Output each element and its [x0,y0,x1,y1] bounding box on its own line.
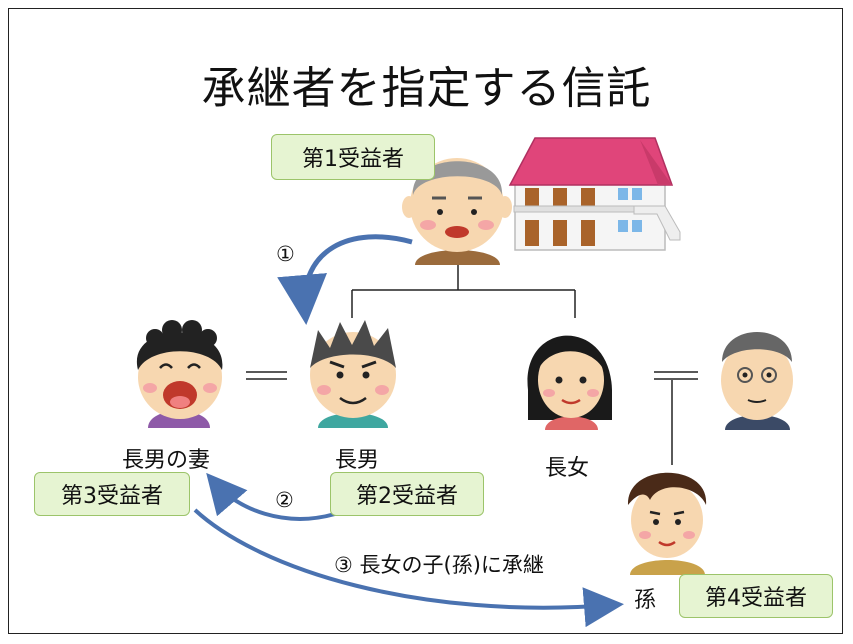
arrow-step3 [193,508,624,628]
wife-avatar [136,320,223,428]
badge-second-beneficiary: 第2受益者 [330,472,484,516]
step-2-label: ② [275,488,294,512]
eldest-daughter-avatar [527,335,612,430]
page-title: 承継者を指定する信託 [201,63,652,114]
eldest-son-avatar [310,320,396,428]
son-in-law-avatar [721,332,793,430]
grandfather-avatar [402,158,512,265]
family-tree-lines [351,262,673,465]
label-eldest-daughter: 長女 [545,456,590,481]
arrow-step1 [277,234,413,325]
slide-frame [8,8,843,634]
step-3-label: ③ 長女の子(孫)に承継 [334,553,544,577]
label-grandchild: 孫 [634,588,657,613]
badge-third-beneficiary: 第3受益者 [34,472,190,516]
grandchild-avatar [627,472,707,575]
step-1-label: ① [276,242,295,266]
marriage-line-left [246,371,287,380]
label-wife-of-eldest-son: 長男の妻 [122,448,211,473]
label-eldest-son: 長男 [335,448,380,473]
badge-first-beneficiary: 第1受益者 [271,134,435,180]
house-icon [508,137,681,251]
marriage-line-right [654,371,698,380]
badge-fourth-beneficiary: 第4受益者 [679,574,833,618]
arrow-step2 [206,472,336,521]
